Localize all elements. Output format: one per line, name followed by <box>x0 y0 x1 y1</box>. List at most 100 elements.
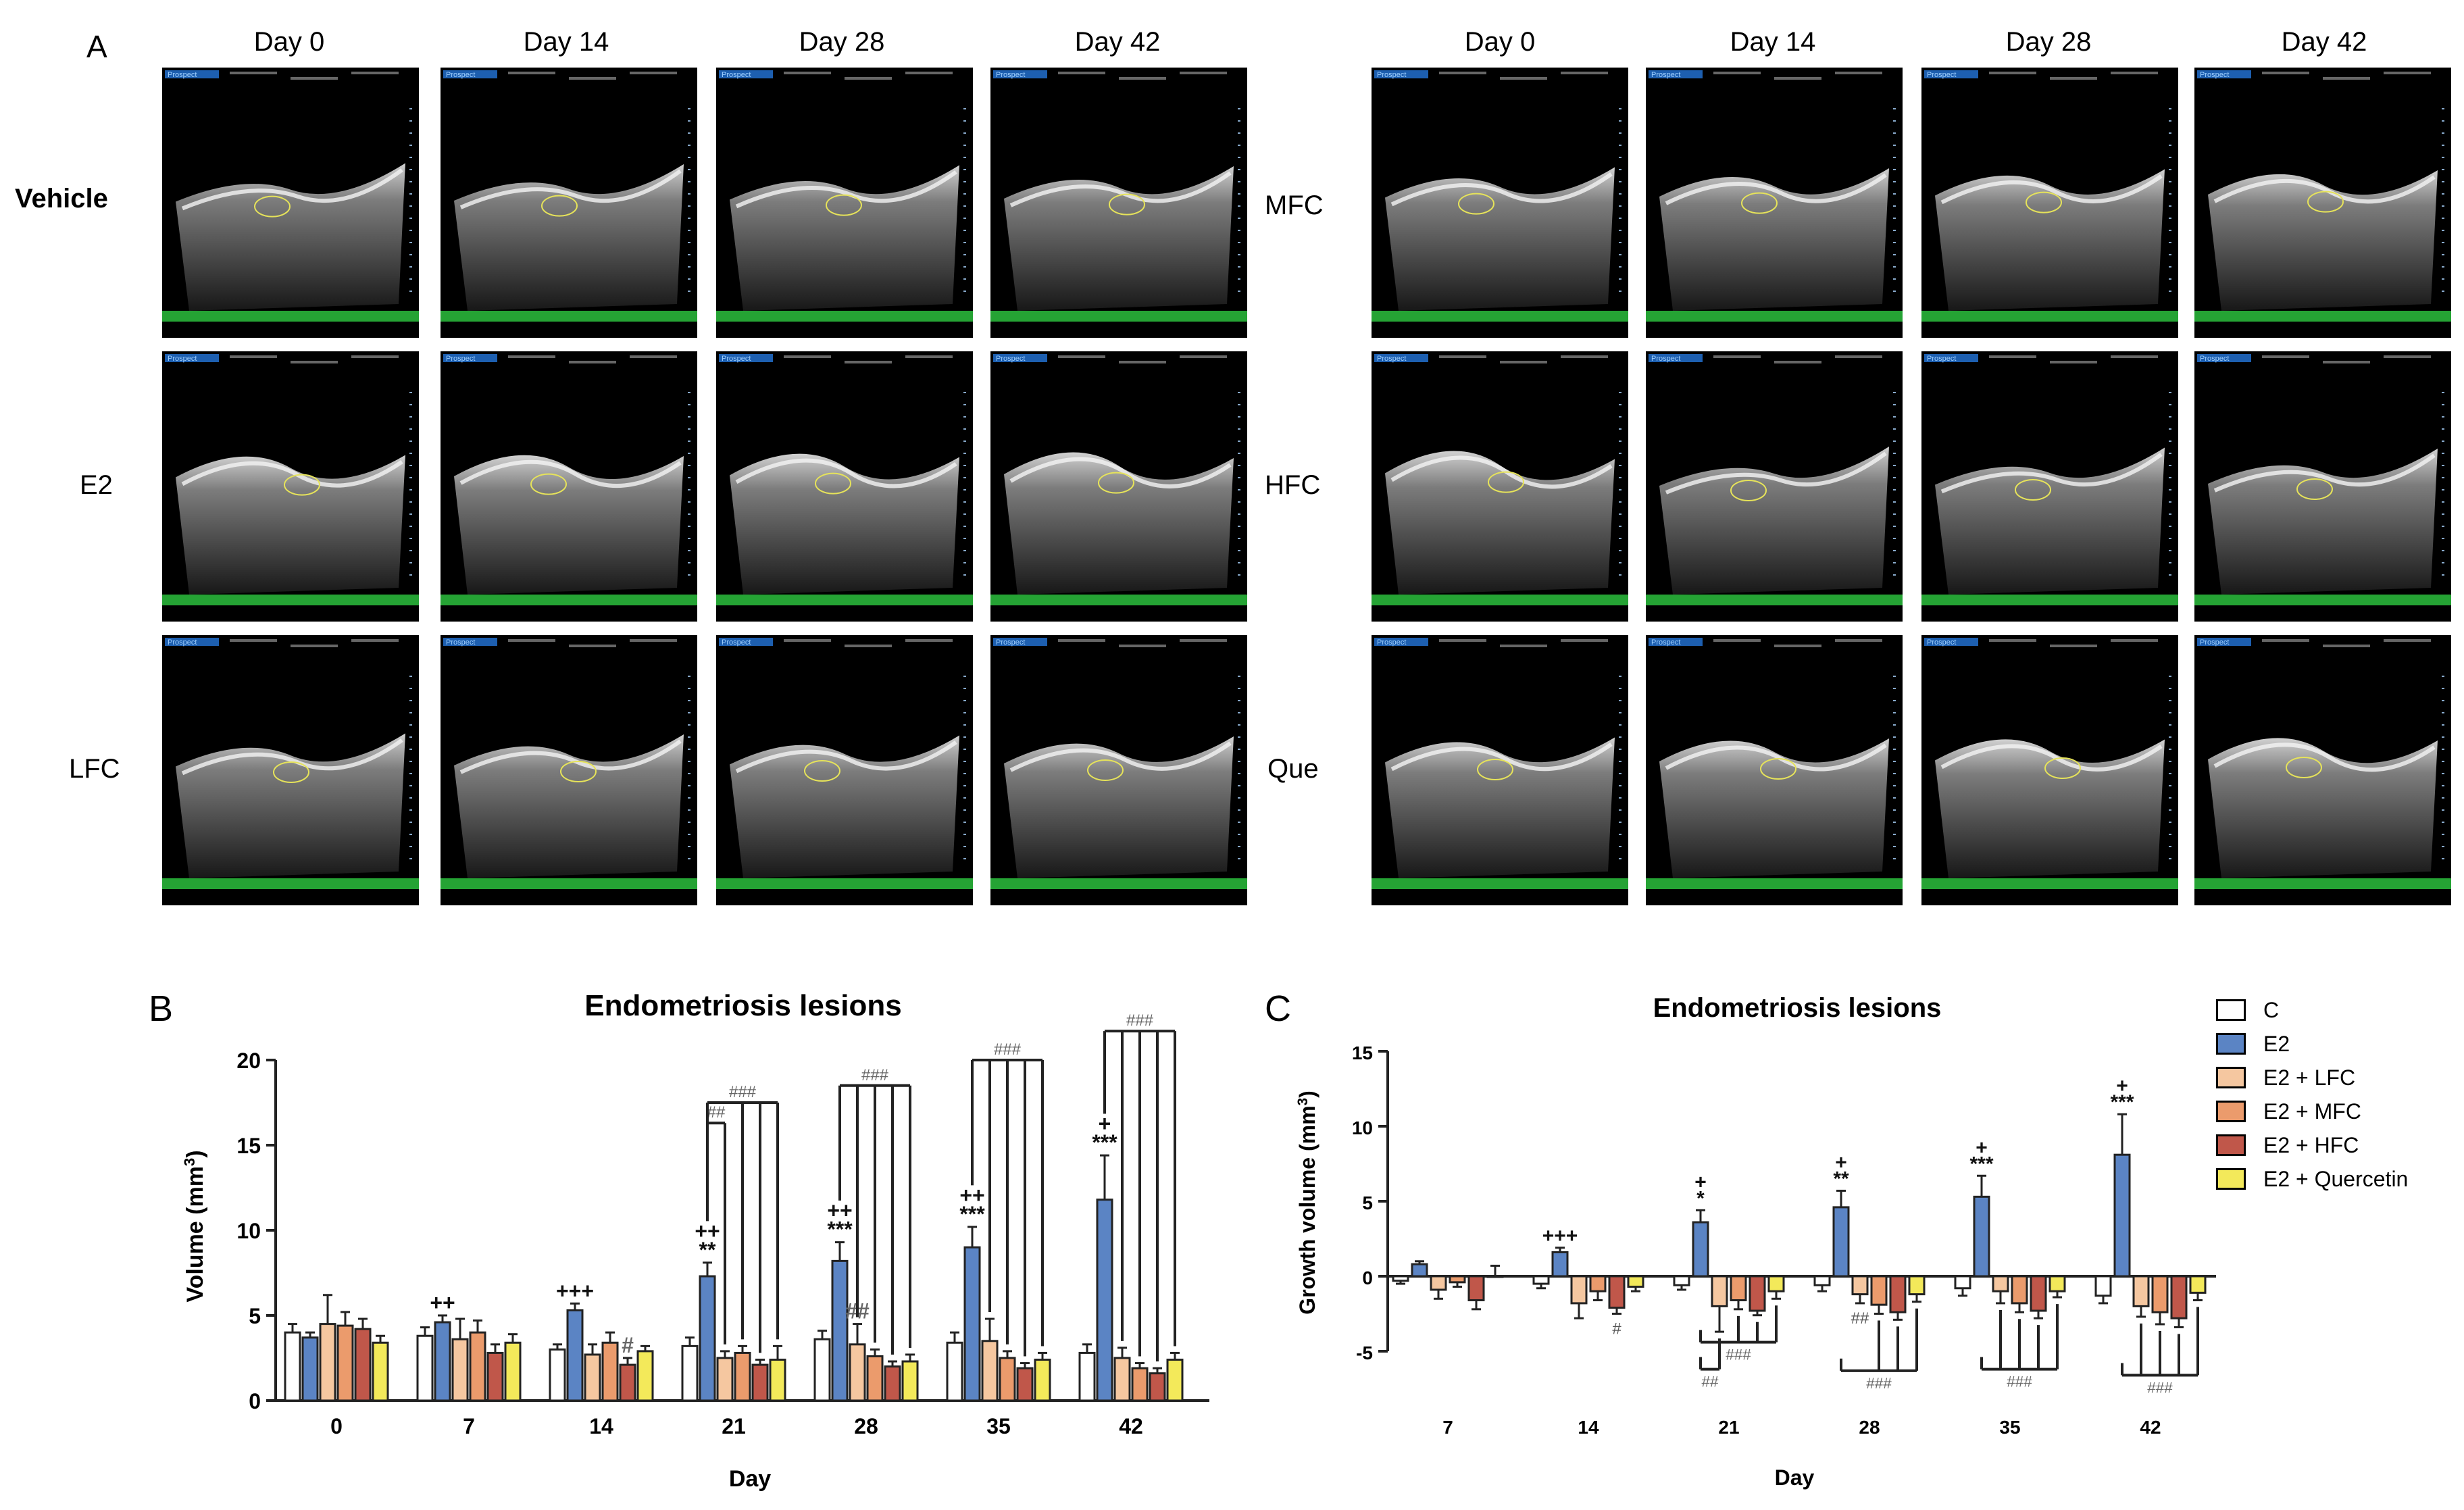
depth-tick <box>1619 700 1621 701</box>
depth-tick <box>2442 749 2444 750</box>
brand-box <box>993 70 1047 78</box>
depth-tick <box>409 712 412 713</box>
header-text-line <box>1774 361 1821 363</box>
depth-tick <box>2169 822 2171 823</box>
depth-tick <box>2169 526 2171 527</box>
depth-tick <box>2442 278 2444 280</box>
bar <box>636 1350 654 1402</box>
depth-tick <box>688 108 690 109</box>
ultrasound-edge <box>735 740 957 774</box>
depth-tick <box>409 392 412 393</box>
significance-label: # <box>1612 1320 1621 1338</box>
ultrasound-svg: Prospect <box>2194 638 2451 889</box>
x-tick-label: 21 <box>722 1414 746 1438</box>
depth-tick <box>963 846 966 847</box>
ecg-trace <box>1646 878 1903 889</box>
brand-text: Prospect <box>1927 638 1956 647</box>
bar <box>486 1351 504 1402</box>
depth-tick <box>1893 428 1896 430</box>
depth-tick <box>2442 822 2444 823</box>
depth-tick <box>2442 120 2444 122</box>
significance-label: ++ <box>827 1199 852 1223</box>
day-header-right-14: Day 14 <box>1730 27 1816 57</box>
ecg-trace <box>1372 878 1628 889</box>
depth-tick <box>1893 404 1896 405</box>
ultrasound-tissue <box>2208 170 2438 311</box>
depth-tick <box>963 562 966 563</box>
bar <box>1973 1195 1990 1278</box>
legend-item-e2: E2 <box>2216 1027 2408 1061</box>
header-text-line <box>2050 77 2097 80</box>
depth-tick <box>688 846 690 847</box>
header-text-line <box>291 77 338 80</box>
x-tick-label: 7 <box>463 1414 475 1438</box>
brand-text: Prospect <box>2200 71 2229 79</box>
depth-tick <box>2442 465 2444 466</box>
header-text-line <box>1119 645 1166 647</box>
depth-tick <box>2169 501 2171 503</box>
bar <box>549 1348 566 1402</box>
brand-text: Prospect <box>1651 638 1680 647</box>
depth-tick <box>1893 761 1896 762</box>
depth-tick <box>1619 834 1621 835</box>
bar <box>1392 1275 1409 1282</box>
depth-tick <box>1893 773 1896 774</box>
bracket-label: ### <box>1126 1011 1154 1030</box>
depth-tick <box>1893 291 1896 292</box>
ultrasound-image: Prospect <box>990 635 1247 905</box>
depth-tick <box>1619 278 1621 280</box>
bar <box>584 1353 601 1402</box>
depth-tick <box>1893 724 1896 726</box>
brand-text: Prospect <box>1927 71 1956 79</box>
ultrasound-svg: Prospect <box>162 354 419 605</box>
depth-tick <box>2442 562 2444 563</box>
bar <box>946 1341 963 1402</box>
depth-tick <box>2442 416 2444 418</box>
legend-swatch-e2 <box>2216 1033 2246 1055</box>
header-text-line <box>1713 355 1761 358</box>
significance-label: ++ <box>959 1183 984 1207</box>
bar <box>1449 1275 1466 1284</box>
depth-tick <box>688 404 690 405</box>
header-text-line <box>569 77 616 80</box>
ultrasound-edge <box>1665 451 1887 495</box>
lesion-outline <box>1098 472 1134 494</box>
depth-tick <box>1238 205 1240 207</box>
ultrasound-svg: Prospect <box>441 638 697 889</box>
ultrasound-image: Prospect <box>2194 635 2451 905</box>
chart-c-svg: -5 0 5 10 15 Growth volume (mm3) Day 7 14 21 28 35 4… <box>1295 1042 2216 1490</box>
ultrasound-image: Prospect <box>716 635 973 905</box>
ultrasound-tissue <box>1935 169 2165 311</box>
brand-text: Prospect <box>996 71 1025 79</box>
depth-tick <box>1619 266 1621 268</box>
depth-tick <box>409 700 412 701</box>
bar <box>849 1343 866 1402</box>
bar <box>1131 1367 1149 1402</box>
depth-tick <box>1619 428 1621 430</box>
depth-tick <box>1619 858 1621 859</box>
y-tick-label: 20 <box>236 1049 261 1073</box>
legend-label-mfc: E2 + MFC <box>2263 1099 2361 1124</box>
depth-tick <box>963 120 966 122</box>
y-axis-label-sup: 3 <box>1295 1098 1311 1106</box>
header-text-line <box>2262 639 2309 642</box>
depth-tick <box>1238 169 1240 170</box>
bar <box>1870 1275 1888 1306</box>
y-axis-label-sup: 3 <box>181 1158 198 1166</box>
depth-tick <box>409 858 412 859</box>
brand-text: Prospect <box>446 71 475 79</box>
depth-tick <box>1619 489 1621 490</box>
depth-tick <box>1893 278 1896 280</box>
ecg-trace <box>1921 878 2178 889</box>
depth-tick <box>1893 441 1896 442</box>
lesion-outline <box>2015 479 2051 501</box>
depth-tick <box>1619 157 1621 158</box>
ecg-trace <box>1921 311 2178 322</box>
depth-tick <box>2442 157 2444 158</box>
depth-tick <box>688 218 690 219</box>
header-text-line <box>1561 72 1608 74</box>
x-tick-label: 35 <box>1999 1417 2020 1438</box>
header-text-line <box>508 355 555 358</box>
brand-box <box>993 638 1047 646</box>
brand-box <box>2197 354 2251 362</box>
